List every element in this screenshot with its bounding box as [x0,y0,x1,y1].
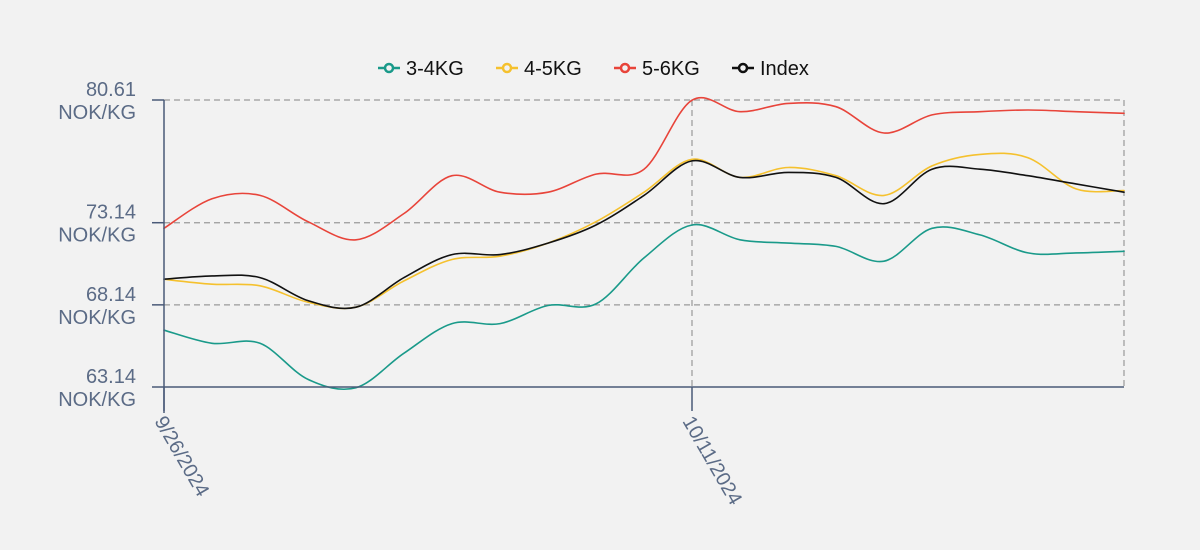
axes: 80.61 NOK/KG 73.14 NOK/KG 68.14 NOK/KG 63.14 NO… [58,79,1124,509]
series-line-4-5kg [163,152,1125,310]
series-line-3-4kg [163,223,1125,391]
legend-swatch-marker [619,62,631,74]
x-tick-label: 10/11/2024 [678,413,746,509]
legend-item-5-6kg[interactable]: 5-6KG [614,58,700,80]
legend-swatch-marker [737,62,749,74]
y-tick-label: 63.14 NOK/KG [58,366,136,411]
series-lines [163,97,1125,391]
legend-item-4-5kg[interactable]: 4-5KG [496,58,582,80]
x-tick-label: 9/26/2024 [150,413,214,501]
y-tick-label: 80.61 NOK/KG [58,79,136,124]
series-line-index [163,159,1125,310]
series-line-5-6kg [163,97,1125,241]
legend: 3-4KG 4-5KG 5-6KG Index [378,58,809,80]
legend-label: 5-6KG [642,58,700,80]
legend-item-index[interactable]: Index [732,58,809,80]
legend-swatch-marker [501,62,513,74]
legend-label: 4-5KG [524,58,582,80]
legend-item-3-4kg[interactable]: 3-4KG [378,58,464,80]
grid [164,99,1125,387]
legend-swatch-marker [383,62,395,74]
y-tick-label: 73.14 NOK/KG [58,202,136,247]
legend-label: 3-4KG [406,58,464,80]
legend-label: Index [760,58,809,80]
y-tick-label: 68.14 NOK/KG [58,284,136,329]
